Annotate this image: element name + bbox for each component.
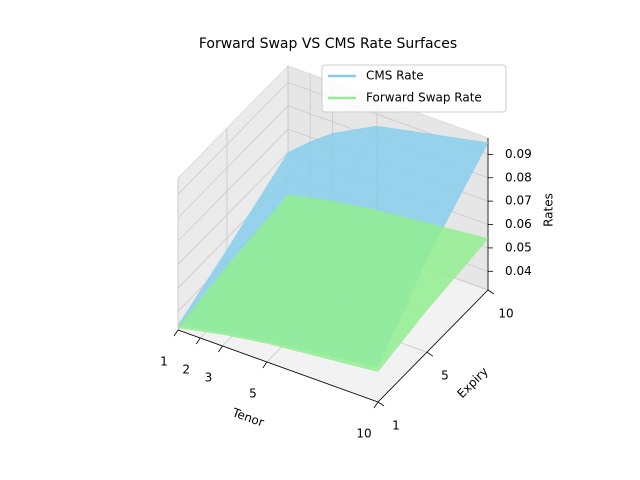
legend-box	[321, 64, 507, 113]
y-axis-label: Expiry	[454, 364, 491, 401]
grid-line	[177, 105, 289, 219]
x-tick-label: 3	[205, 371, 213, 385]
x-tick-label: 1	[160, 355, 168, 369]
y-axis-line	[377, 289, 489, 403]
legend-label: Forward Swap Rate	[366, 91, 482, 105]
z-tick-label: 0.04	[505, 264, 532, 278]
z-tick-label: 0.07	[505, 194, 532, 208]
y-tick	[377, 401, 385, 407]
x-axis-label: Tenor	[230, 405, 266, 430]
grid-line	[177, 128, 289, 242]
z-tick-label: 0.06	[505, 217, 532, 231]
x-axis-line	[177, 329, 379, 403]
x-tick-label: 5	[249, 387, 257, 401]
z-tick-label: 0.05	[505, 240, 532, 254]
y-tick-label: 5	[441, 369, 449, 383]
x-tick	[218, 345, 223, 353]
grid-line	[177, 82, 289, 195]
x-tick	[262, 361, 268, 369]
z-tick-label: 0.08	[505, 170, 532, 184]
x-tick	[195, 337, 201, 345]
z-axis-label: Rates	[542, 193, 556, 227]
x-tick	[373, 401, 379, 409]
z-tick-label: 0.09	[505, 147, 532, 161]
chart-title: Forward Swap VS CMS Rate Surfaces	[199, 36, 457, 52]
x-tick	[173, 329, 179, 337]
y-tick	[487, 289, 495, 295]
grid-line	[177, 152, 289, 265]
y-tick-label: 10	[498, 307, 513, 321]
x-tick-label: 2	[182, 363, 190, 377]
y-tick-label: 1	[392, 419, 400, 433]
legend-label: CMS Rate	[366, 69, 424, 83]
y-tick	[426, 351, 434, 357]
x-tick-label: 10	[356, 427, 371, 441]
surface-cell	[266, 281, 428, 372]
